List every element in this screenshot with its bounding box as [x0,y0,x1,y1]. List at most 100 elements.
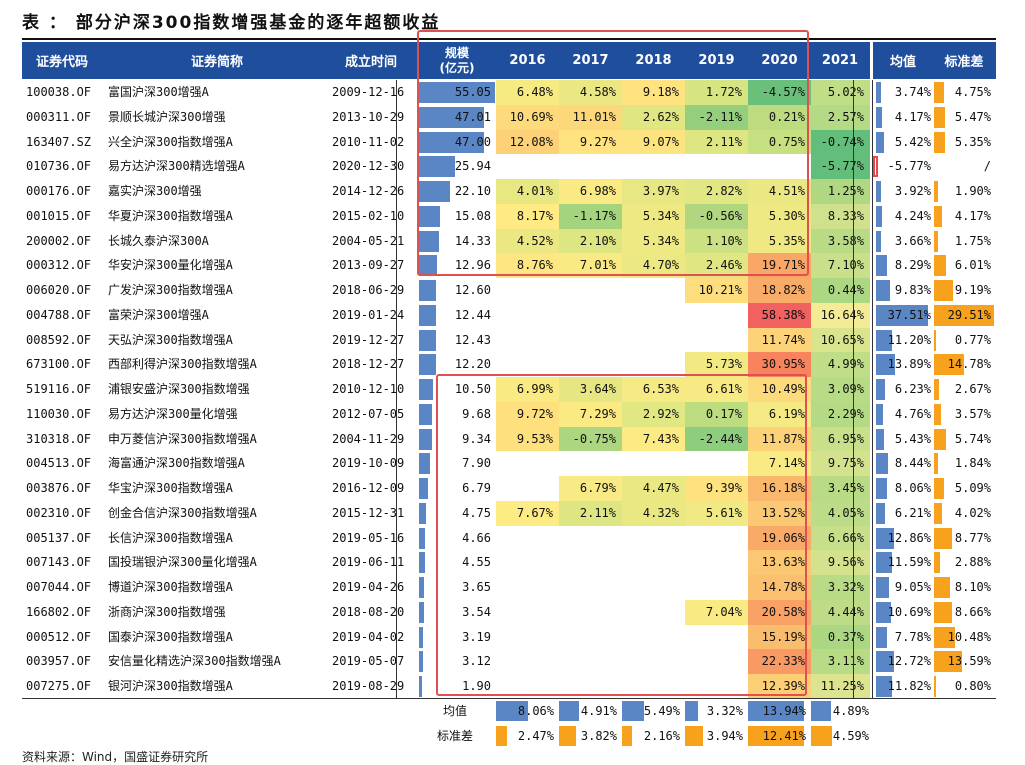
scale-bar [419,156,455,178]
header-2017[interactable]: 2017 [572,53,609,68]
mean-bar [873,156,878,178]
header-scale[interactable]: 规模 (亿元) [418,42,496,79]
scale-value: 3.12 [462,654,491,669]
cell-year-2020: 0.75% [748,129,811,155]
mean-value: 5.43% [894,431,931,446]
scale-value: 3.54 [462,604,491,619]
cell-year-2018: 5.34% [622,228,685,254]
std-bar [934,255,946,277]
header-code[interactable]: 证券代码 [35,55,88,70]
highlight-box-bottom [436,374,807,696]
cell-name: 华夏沪深300指数增强A [108,208,233,223]
mean-value: -5.77% [887,159,931,174]
std-value: 5.35% [954,134,991,149]
cell-code: 000176.OF [26,184,92,199]
scale-bar [419,577,424,599]
cell-year-2021: 11.25% [811,674,870,699]
header-2020[interactable]: 2020 [761,53,798,68]
table-row: 005137.OF 长信沪深300指数增强A 2019-05-16 4.66 19.06… [22,525,996,551]
mean-value: 9.05% [894,580,931,595]
std-bar [934,651,962,673]
cell-year-2021: 3.45% [811,476,870,501]
cell-name: 易方达沪深300量化增强 [108,406,238,421]
cell-year-2017: 6.98% [559,179,622,204]
scale-bar [419,379,433,401]
cell-date: 2013-10-29 [332,109,405,124]
cell-name: 长信沪深300指数增强A [108,530,233,545]
summary-std-value: 2.16% [643,729,680,743]
summary-label-std: 标准差 [436,729,473,743]
cell-name: 西部利得沪深300指数增强A [108,357,257,372]
cell-year-2017: 11.01% [559,104,622,130]
mean-value: 11.59% [887,555,931,570]
cell-year-2021: 3.58% [811,228,870,254]
mean-value: 4.17% [894,109,931,124]
scale-value: 15.08 [454,208,491,223]
cell-year-2018: 3.97% [622,179,685,204]
highlight-box-top [417,30,809,276]
cell-date: 2012-07-05 [332,406,405,421]
std-value: 9.19% [954,283,991,298]
cell-date: 2013-09-27 [332,258,405,273]
scale-bar [419,255,437,277]
header-mean[interactable]: 均值 [889,55,916,70]
mean-value: 12.72% [887,654,931,669]
cell-year-2016 [496,328,559,353]
table-row: 002310.OF 创金合信沪深300指数增强A 2015-12-31 4.75 7.6… [22,500,996,526]
mean-value: 3.66% [894,233,931,248]
header-std[interactable]: 标准差 [944,55,984,70]
std-bar [934,626,955,648]
cell-year-2017: 3.64% [559,377,622,402]
std-value: 8.66% [954,604,991,619]
cell-year-2020: 18.82% [748,278,811,303]
scale-bar [419,651,423,673]
header-name[interactable]: 证券简称 [190,55,243,70]
mean-value: 8.44% [894,456,931,471]
cell-year-2021: 4.44% [811,599,870,625]
cell-code: 004788.OF [26,307,92,322]
table-row: 003957.OF 安信量化精选沪深300指数增强A 2019-05-07 3.12 2… [22,649,996,675]
cell-name: 华宝沪深300指数增强A [108,481,233,496]
cell-year-2020: 10.49% [748,377,811,402]
header-2018[interactable]: 2018 [635,53,672,68]
cell-year-2020: 11.87% [748,426,811,452]
summary-std-value: 2.47% [517,729,554,743]
std-bar [934,329,936,351]
header-2016[interactable]: 2016 [509,53,546,68]
header-2021[interactable]: 2021 [821,53,859,68]
cell-name: 博道沪深300指数增强A [108,580,233,595]
cell-year-2021: 6.95% [811,426,870,452]
cell-year-2019: 10.21% [685,278,748,303]
cell-code: 000312.OF [26,258,92,273]
cell-year-2016: 6.48% [496,80,559,105]
cell-year-2020: 20.58% [748,599,811,625]
mean-value: 9.83% [894,283,931,298]
scale-value: 10.50 [454,382,491,397]
cell-year-2016: 9.72% [496,401,559,427]
scale-value: 12.43 [454,332,491,347]
table-row: 673100.OF 西部利得沪深300指数增强A 2018-12-27 12.20 5.… [22,352,996,378]
cell-year-2019: 6.61% [685,377,748,402]
cell-year-2016: 4.01% [496,179,559,204]
table-row: 519116.OF 浦银安盛沪深300指数增强 2010-12-10 10.50 6.9… [22,377,996,402]
cell-date: 2015-02-10 [332,208,405,223]
cell-date: 2018-12-27 [332,357,405,372]
cell-year-2018: 4.70% [622,253,685,279]
std-value: 2.88% [954,555,991,570]
cell-code: 002310.OF [26,505,92,520]
header-date[interactable]: 成立时间 [344,55,397,70]
mean-value: 5.42% [894,134,931,149]
column-divider-mean [872,80,873,698]
cell-year-2020: 19.71% [748,253,811,279]
scale-value: 12.60 [454,283,491,298]
cell-year-2016: 8.17% [496,203,559,229]
summary-mean-bar [685,701,698,721]
cell-code: 004513.OF [26,456,92,471]
summary-std-bar [685,726,703,746]
cell-year-2017 [559,303,622,328]
scale-value: 7.90 [462,456,491,471]
std-value: 0.77% [954,332,991,347]
mean-value: 8.29% [894,258,931,273]
cell-year-2021: 16.64% [811,302,870,328]
header-2019[interactable]: 2019 [698,53,735,68]
